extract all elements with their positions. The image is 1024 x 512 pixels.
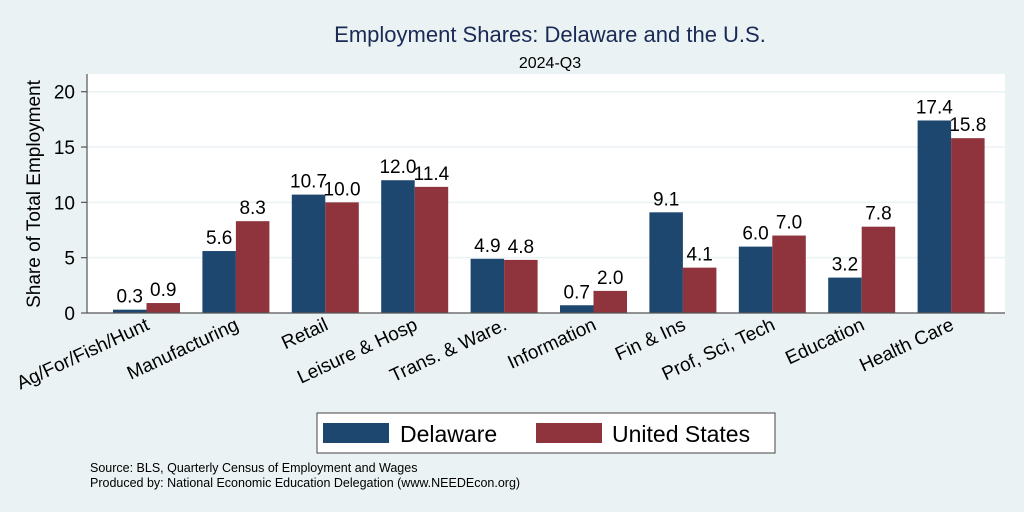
bar-delaware-information xyxy=(560,305,594,313)
bar-delaware-fin-ins xyxy=(649,212,683,313)
data-label-delaware-retail: 10.7 xyxy=(290,172,327,193)
legend-label-delaware: Delaware xyxy=(400,421,497,447)
data-label-united-states-prof-sci-tech: 7.0 xyxy=(776,213,802,234)
bar-delaware-retail xyxy=(291,194,326,313)
x-category-label-health-care: Health Care xyxy=(856,314,957,376)
data-label-delaware-fin-ins: 9.1 xyxy=(653,189,679,210)
bar-united-states-leisure-hosp xyxy=(414,186,449,313)
bar-united-states-health-care xyxy=(951,138,985,313)
data-label-delaware-trans-ware: 4.9 xyxy=(474,236,500,257)
chart-subtitle: 2024-Q3 xyxy=(519,55,581,72)
source-note: Source: BLS, Quarterly Census of Employm… xyxy=(90,461,417,475)
bar-delaware-health-care xyxy=(917,120,952,313)
bar-delaware-manufacturing xyxy=(202,251,236,313)
data-label-united-states-health-care: 15.8 xyxy=(949,115,986,136)
bar-united-states-manufacturing xyxy=(235,221,270,313)
data-label-united-states-trans-ware: 4.8 xyxy=(508,237,534,258)
data-label-united-states-retail: 10.0 xyxy=(324,179,361,200)
data-labels: 0.3 0.9 5.6 8.3 10.710.0 12.011.4 4.9 4.8 0.7 2.0… xyxy=(117,97,987,307)
y-tick-label-15: 15 xyxy=(54,138,75,159)
bar-united-states-information xyxy=(593,290,627,313)
producer-note: Produced by: National Economic Education… xyxy=(90,476,520,490)
x-category-label-retail: Retail xyxy=(279,314,332,354)
y-tick-label-10: 10 xyxy=(54,193,75,214)
bar-united-states-prof-sci-tech xyxy=(772,235,806,313)
data-label-delaware-ag-for-fish-hunt: 0.3 xyxy=(117,287,143,308)
legend: Delaware United States xyxy=(316,412,776,454)
bars xyxy=(113,120,985,313)
y-tick-label-5: 5 xyxy=(64,249,75,270)
data-label-united-states-ag-for-fish-hunt: 0.9 xyxy=(150,280,176,301)
y-tick-label-20: 20 xyxy=(54,83,75,104)
legend-swatch-delaware xyxy=(323,423,389,443)
bar-delaware-leisure-hosp xyxy=(381,180,415,313)
data-label-united-states-leisure-hosp: 11.4 xyxy=(414,164,450,185)
data-label-delaware-information: 0.7 xyxy=(564,282,590,303)
data-label-delaware-education: 3.2 xyxy=(832,255,858,276)
legend-label-united-states: United States xyxy=(612,421,750,447)
y-ticks: 0 5 10 15 20 xyxy=(54,83,87,325)
bar-united-states-fin-ins xyxy=(682,267,717,313)
bar-delaware-education xyxy=(828,277,862,313)
bar-delaware-prof-sci-tech xyxy=(738,246,773,313)
data-label-united-states-education: 7.8 xyxy=(865,204,891,225)
x-category-label-education: Education xyxy=(782,314,867,369)
data-label-delaware-health-care: 17.4 xyxy=(916,97,953,118)
x-category-label-information: Information xyxy=(505,314,600,373)
bar-delaware-trans-ware xyxy=(470,258,505,313)
chart-title: Employment Shares: Delaware and the U.S. xyxy=(334,22,766,47)
data-label-united-states-fin-ins: 4.1 xyxy=(686,245,712,266)
y-tick-label-0: 0 xyxy=(64,304,75,325)
y-axis-label: Share of Total Employment xyxy=(24,79,45,307)
legend-swatch-united-states xyxy=(536,423,602,443)
bar-delaware-ag-for-fish-hunt xyxy=(113,309,147,313)
bar-united-states-trans-ware xyxy=(504,259,538,313)
data-label-delaware-leisure-hosp: 12.0 xyxy=(379,157,416,178)
data-label-delaware-prof-sci-tech: 6.0 xyxy=(742,224,768,245)
bar-united-states-education xyxy=(861,226,896,313)
data-label-united-states-manufacturing: 8.3 xyxy=(239,198,265,219)
bar-united-states-ag-for-fish-hunt xyxy=(146,303,180,313)
data-label-united-states-information: 2.0 xyxy=(597,268,623,289)
bar-united-states-retail xyxy=(325,202,359,313)
data-label-delaware-manufacturing: 5.6 xyxy=(206,228,232,249)
